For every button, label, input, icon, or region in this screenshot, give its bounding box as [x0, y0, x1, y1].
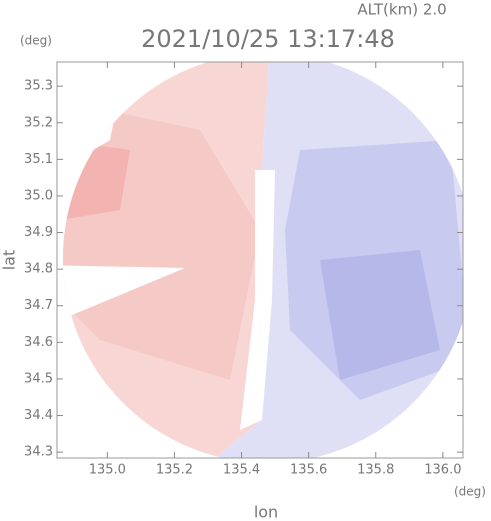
y-tick-label: 34.9 — [24, 225, 53, 240]
y-tick-label: 35.2 — [24, 115, 53, 130]
y-tick-label: 35.1 — [24, 152, 53, 167]
y-unit: (deg) — [20, 34, 52, 48]
x-tick-label: 135.6 — [290, 463, 327, 478]
x-tick-label: 135.0 — [89, 463, 126, 478]
y-tick-label: 35.3 — [24, 79, 53, 94]
x-tick-label: 135.2 — [156, 463, 193, 478]
y-tick-label: 34.5 — [24, 371, 53, 386]
y-axis-label: lat — [0, 250, 19, 271]
x-tick-label: 136.0 — [424, 463, 461, 478]
altitude-label: ALT(km) 2.0 — [357, 1, 446, 19]
y-tick-label: 34.6 — [24, 335, 53, 350]
y-tick-label: 35.0 — [24, 188, 53, 203]
y-tick-label: 34.8 — [24, 262, 53, 277]
chart-title: 2021/10/25 13:17:48 — [141, 25, 395, 53]
plot-frame — [56, 61, 464, 459]
y-tick-label: 34.7 — [24, 298, 53, 313]
x-tick-label: 135.4 — [223, 463, 260, 478]
x-axis-label: lon — [254, 503, 278, 521]
radar-field — [63, 62, 463, 458]
x-tick-label: 135.8 — [357, 463, 394, 478]
x-unit: (deg) — [454, 485, 486, 499]
y-tick-label: 34.4 — [24, 408, 53, 423]
y-tick-label: 34.3 — [24, 445, 53, 460]
